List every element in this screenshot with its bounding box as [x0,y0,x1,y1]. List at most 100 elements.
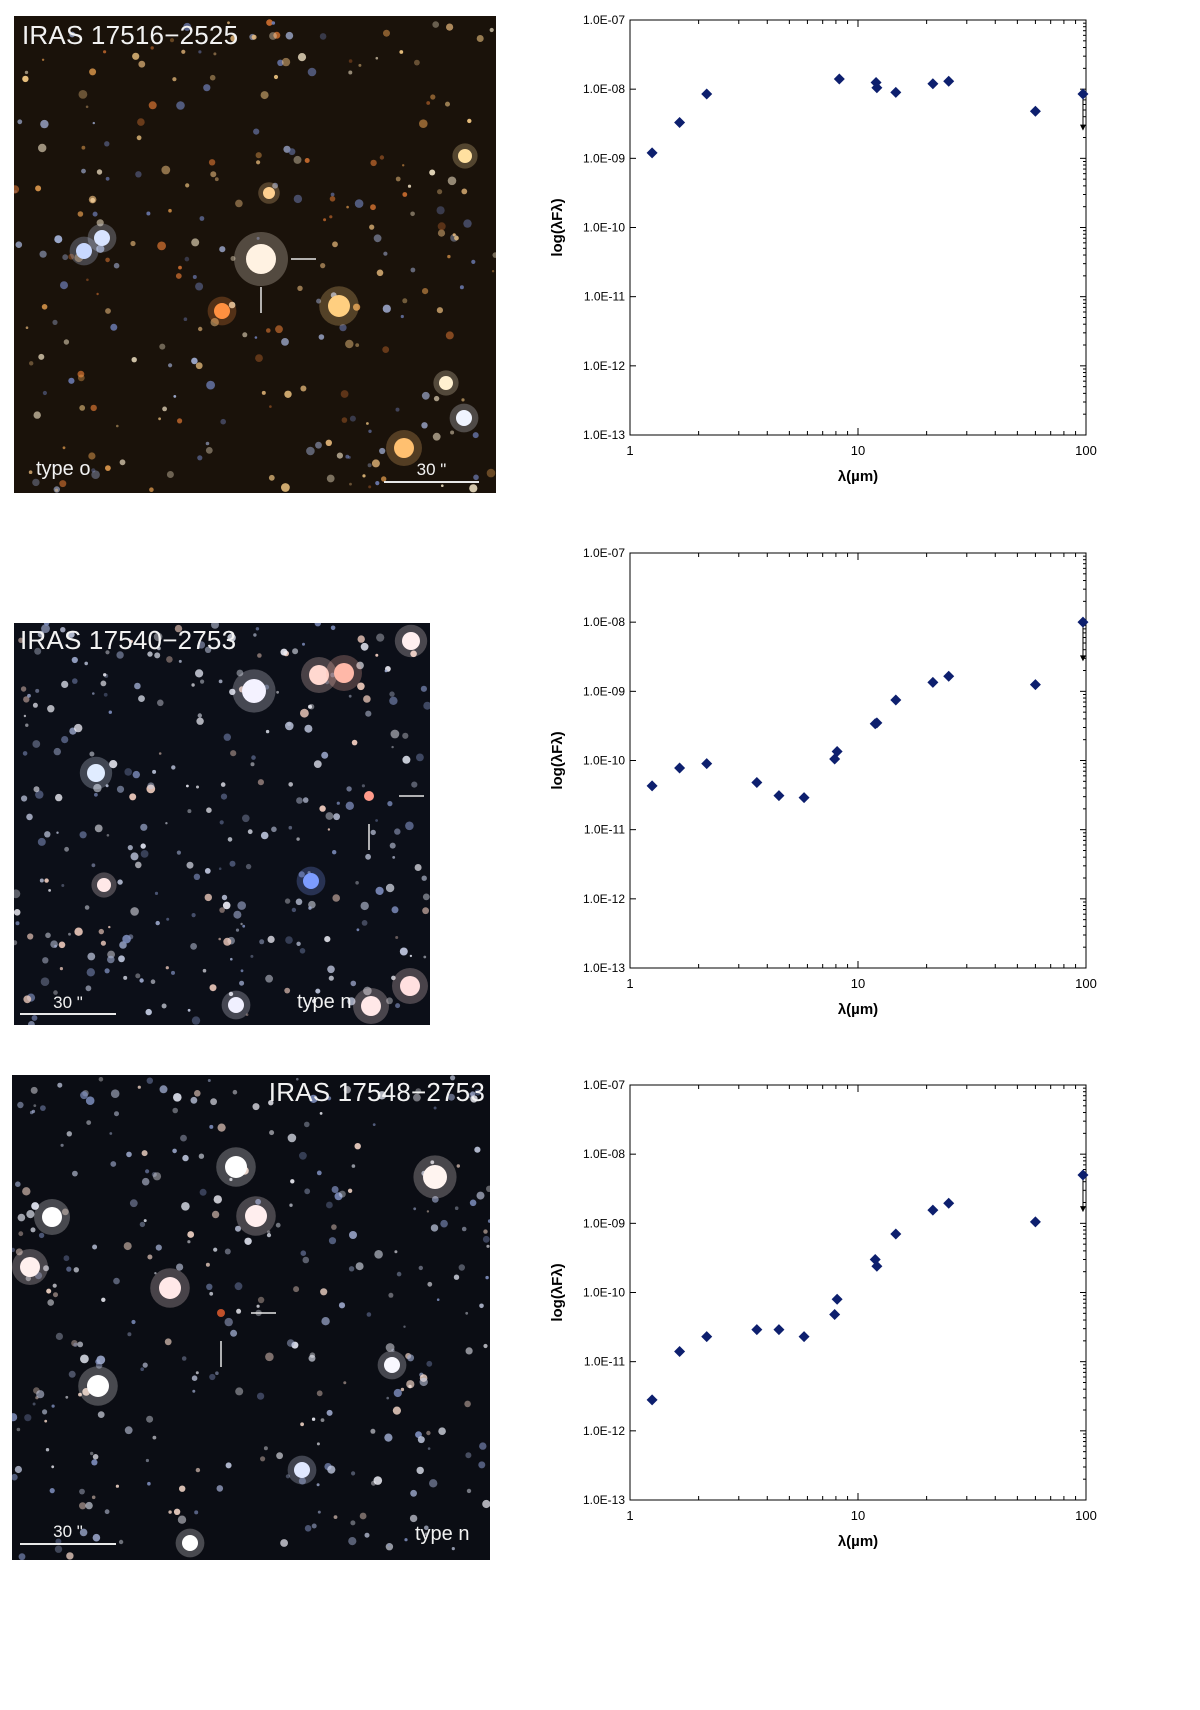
data-point [674,762,686,774]
star-field [12,1075,490,1560]
y-tick-label: 1.0E-12 [583,892,625,906]
data-point [1029,1216,1041,1228]
data-point [927,78,939,90]
x-tick-label: 100 [1075,443,1097,458]
data-point [943,1197,955,1209]
x-axis-label: λ(µm) [838,468,878,485]
y-axis-label: log(λFλ) [549,198,566,256]
target-marker [260,258,316,313]
data-point [751,777,763,789]
data-point [674,1346,686,1358]
y-tick-label: 1.0E-12 [583,1424,625,1438]
scale-label: 30 " [53,993,83,1012]
y-axis-label: log(λFλ) [549,731,566,789]
y-tick-label: 1.0E-10 [583,1286,625,1300]
panel-title: IRAS 17516−2525 [22,20,239,50]
target-marker [368,795,424,850]
panel-title: IRAS 17540−2753 [20,625,237,655]
x-tick-label: 100 [1075,1508,1097,1523]
scale-bar [20,1543,116,1545]
x-axis-label: λ(µm) [838,1001,878,1018]
sed-chart-1: 1.0E-13 1.0E-12 1.0E-11 1.0E-10 1.0E-09 1.0E-… [549,13,1097,485]
y-tick-label: 1.0E-08 [583,1147,625,1161]
scale-label: 30 " [416,460,447,479]
upper-limit-arrowhead [1079,124,1086,131]
x-tick-label: 1 [626,1508,633,1523]
data-point [798,1331,810,1343]
y-tick-label: 1.0E-11 [584,290,625,304]
y-tick-label: 1.0E-07 [583,1078,625,1092]
data-point [871,717,883,729]
data-point [1077,616,1089,628]
y-tick-label: 1.0E-13 [583,428,625,442]
y-tick-label: 1.0E-10 [583,221,625,235]
upper-limit-arrowhead [1079,1206,1086,1213]
data-point [943,670,955,682]
data-point [751,1324,763,1336]
sky-image-panel-2: IRAS 17540−2753 type n 30 " [14,623,430,1025]
data-point [869,1253,881,1265]
data-point [871,82,883,94]
data-point [890,1228,902,1240]
x-tick-label: 1 [626,443,633,458]
data-point [829,1309,841,1321]
y-tick-label: 1.0E-11 [584,823,625,837]
data-point [890,694,902,706]
scale-bar [384,481,479,483]
data-point [927,676,939,688]
y-tick-label: 1.0E-13 [583,1493,625,1507]
data-point [674,116,686,128]
y-tick-label: 1.0E-09 [583,1216,625,1230]
sed-chart-3: 1.0E-13 1.0E-12 1.0E-11 1.0E-10 1.0E-09 1.0E-… [549,1078,1097,1550]
data-point [798,792,810,804]
data-point [831,1293,843,1305]
sky-image-panel-1: IRAS 17516−2525 type o 30 " [14,16,496,493]
y-tick-label: 1.0E-07 [583,546,625,560]
y-tick-label: 1.0E-07 [583,13,625,27]
data-point [773,1324,785,1336]
type-label: type n [415,1523,470,1545]
x-tick-label: 1 [626,976,633,991]
data-point [701,758,713,770]
data-point [646,1394,658,1406]
data-point [943,75,955,87]
data-point [1077,88,1089,100]
data-point [927,1204,939,1216]
y-tick-label: 1.0E-12 [583,359,625,373]
x-axis-label: λ(µm) [838,1533,878,1550]
x-tick-label: 10 [851,976,865,991]
x-tick-label: 100 [1075,976,1097,991]
data-point [701,1331,713,1343]
data-point [890,86,902,98]
upper-limit-arrowhead [1079,655,1086,662]
data-point [831,745,843,757]
type-label: type o [36,458,91,480]
data-point [870,76,882,88]
y-tick-label: 1.0E-09 [583,684,625,698]
data-point [1029,679,1041,691]
data-point [833,73,845,85]
y-axis-label: log(λFλ) [549,1263,566,1321]
type-label: type n [297,991,352,1013]
star-field [14,623,430,1025]
y-tick-label: 1.0E-10 [583,754,625,768]
y-tick-label: 1.0E-13 [583,961,625,975]
y-tick-label: 1.0E-09 [583,151,625,165]
data-point [701,88,713,100]
x-tick-label: 10 [851,443,865,458]
plot-frame [629,552,1087,969]
y-tick-label: 1.0E-08 [583,615,625,629]
star-field [14,16,496,493]
plot-frame [629,19,1087,436]
sed-chart-2: 1.0E-13 1.0E-12 1.0E-11 1.0E-10 1.0E-09 1.0E-… [549,546,1097,1018]
data-point [1077,1169,1089,1181]
data-point [646,780,658,792]
panel-title: IRAS 17548−2753 [268,1077,485,1107]
data-point [646,147,658,159]
scale-bar [20,1013,116,1015]
data-point [1029,105,1041,117]
plot-frame [629,1084,1087,1501]
y-tick-label: 1.0E-08 [583,82,625,96]
target-marker [220,1312,276,1367]
x-tick-label: 10 [851,1508,865,1523]
